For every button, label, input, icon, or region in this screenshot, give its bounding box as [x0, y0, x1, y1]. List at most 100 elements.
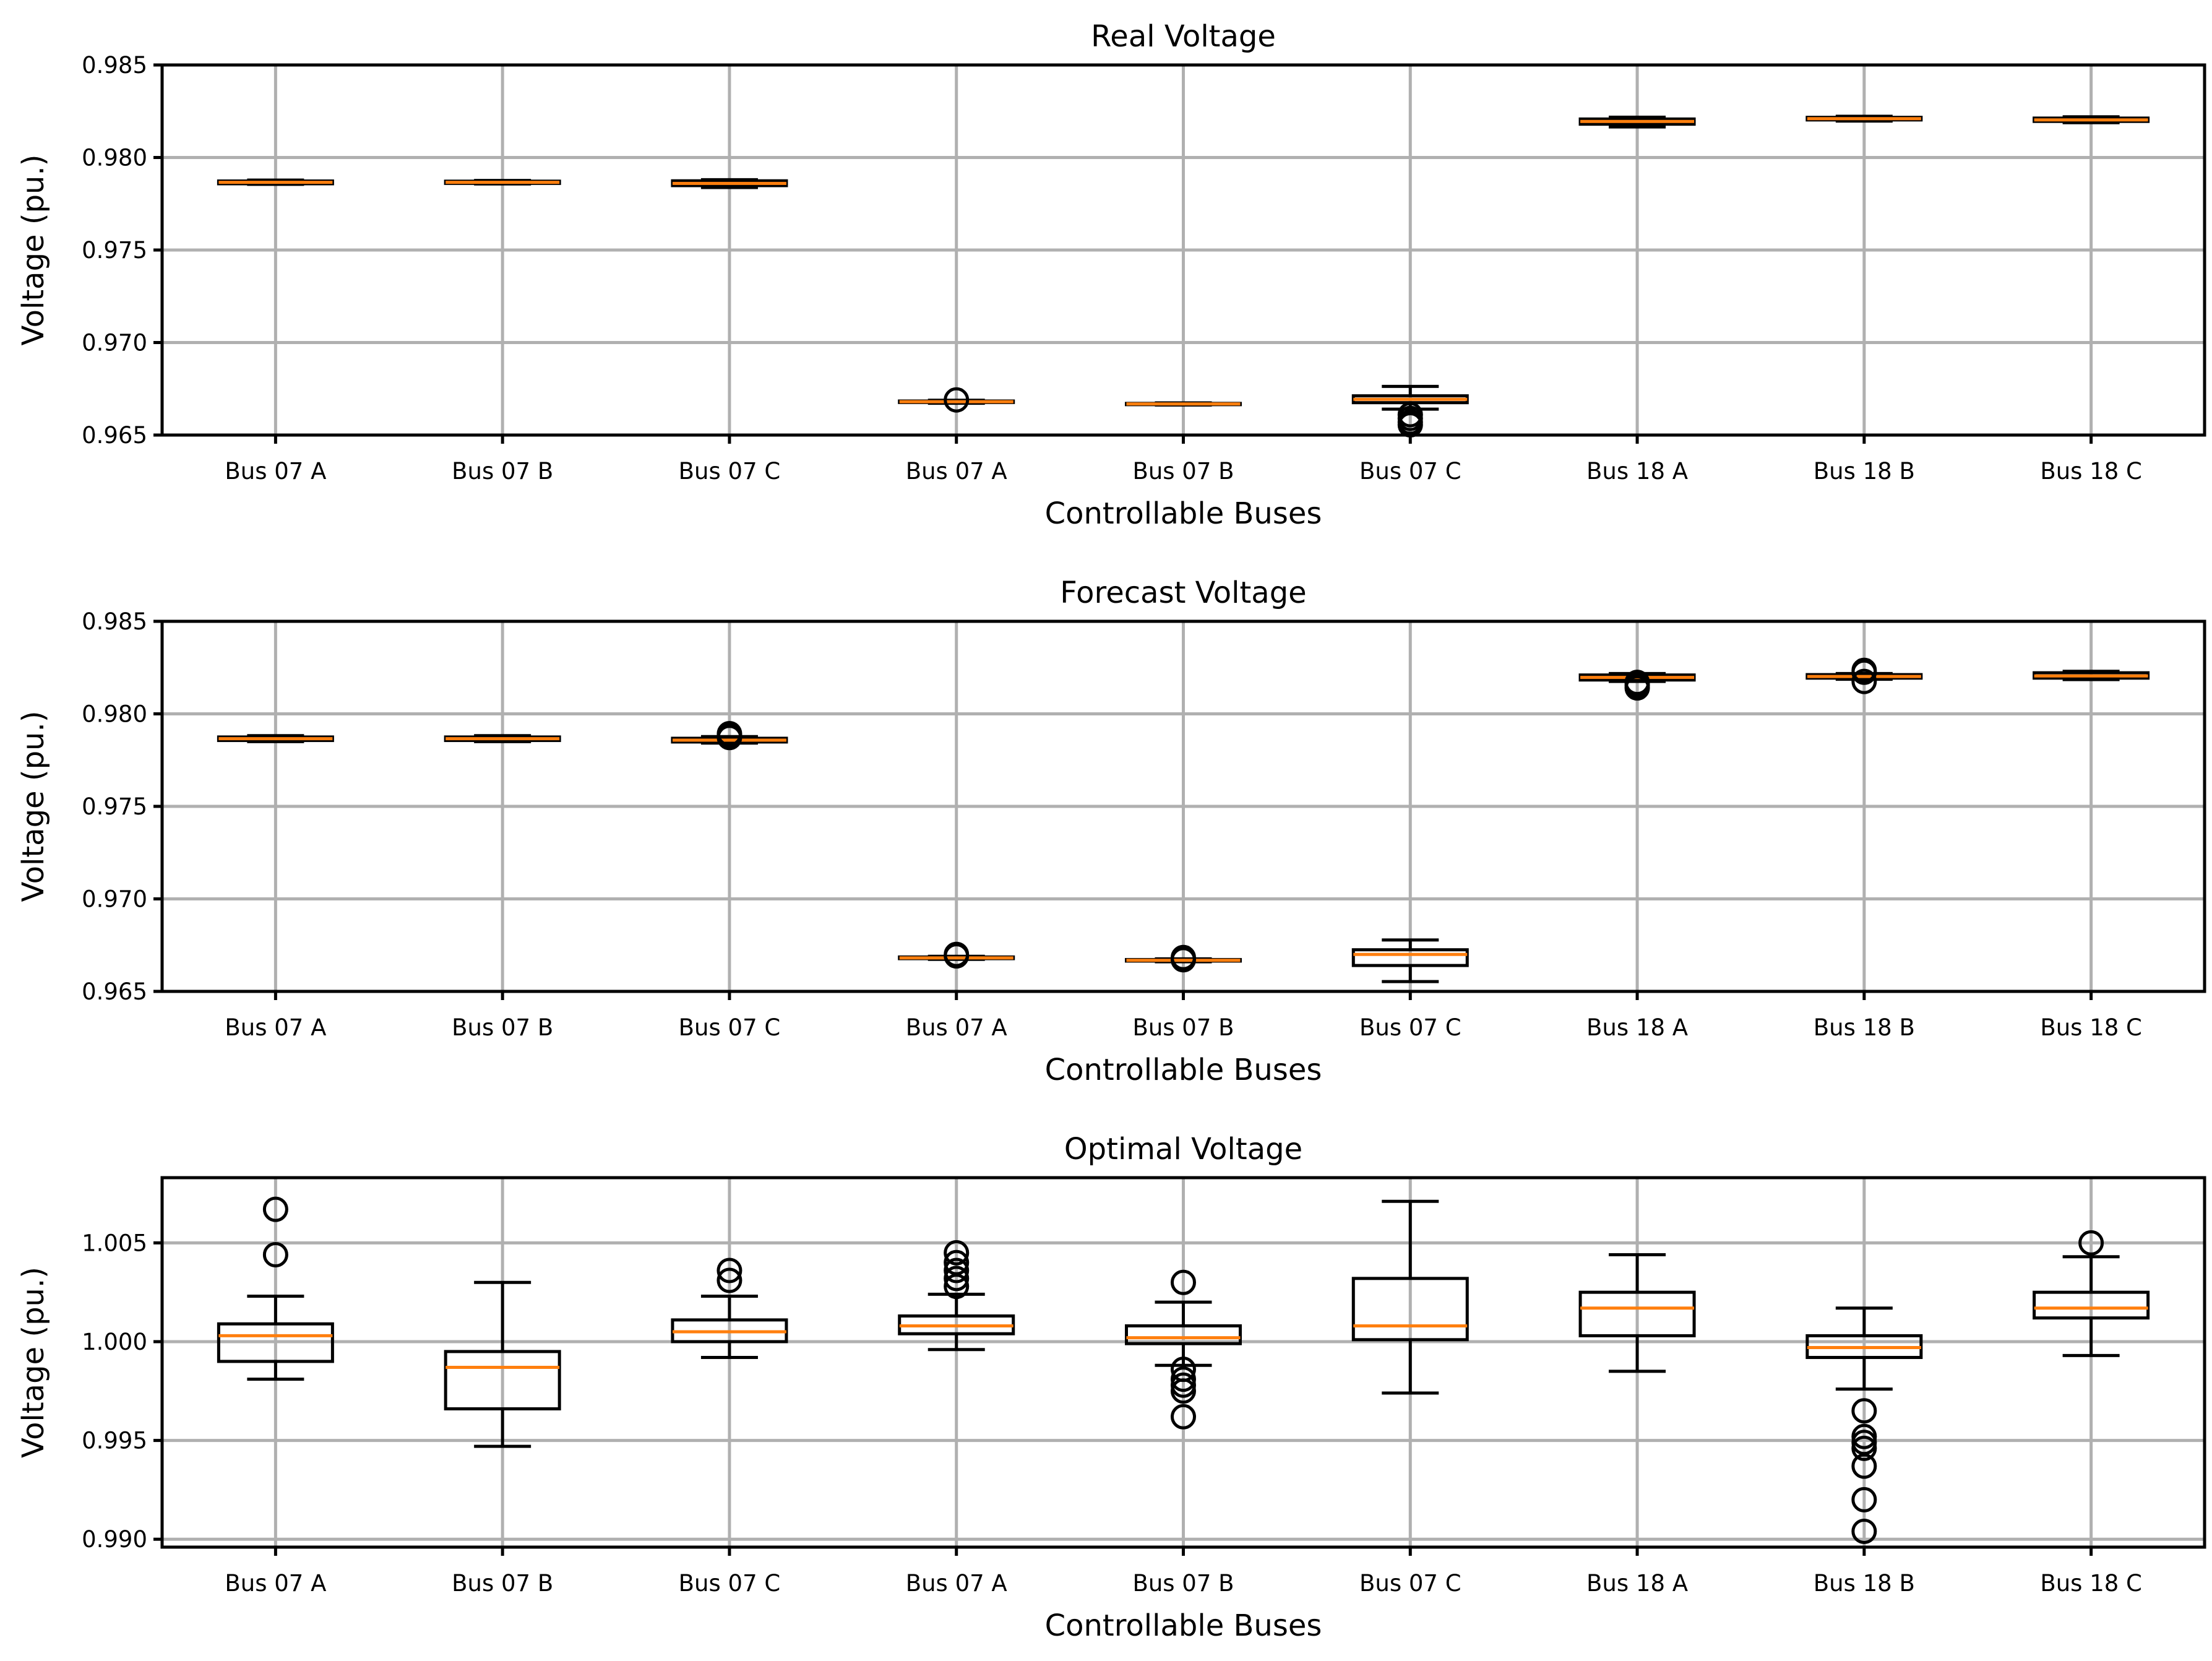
box-5: [1125, 1269, 1242, 1430]
outlier-point: [944, 1258, 970, 1284]
outlier-point: [717, 1267, 742, 1293]
box-3: [671, 178, 788, 189]
box-1: [217, 1196, 334, 1381]
plot-frame: [160, 619, 2206, 993]
x-tick-label: Bus 18 B: [1814, 1014, 1915, 1041]
outlier-point: [944, 1240, 970, 1266]
outlier-point: [944, 387, 970, 413]
chart-panel-2: Forecast Voltage 0.965 0.970 0.975 0.980 0.98…: [16, 576, 2206, 1087]
x-tick-label: Bus 18 C: [2040, 1014, 2142, 1041]
box-2: [444, 734, 561, 743]
outlier-point: [1171, 1269, 1196, 1295]
x-tick-label: Bus 18 C: [2040, 1570, 2142, 1597]
plot-frame: [160, 63, 2206, 437]
outlier-point: [262, 1242, 288, 1268]
outlier-point: [1851, 1486, 1877, 1512]
box-4: [898, 1240, 1015, 1352]
x-tick-label: Bus 07 B: [452, 1570, 553, 1597]
x-tick-label: Bus 07 C: [1359, 458, 1461, 485]
y-tick-label: 0.965: [82, 422, 147, 449]
x-tick-label: Bus 07 A: [225, 1014, 326, 1041]
x-tick-label: Bus 07 C: [679, 1014, 781, 1041]
x-tick-label: Bus 07 A: [225, 458, 326, 485]
x-axis-label: Controllable Buses: [1045, 1608, 1322, 1643]
outlier-point: [1171, 1404, 1196, 1430]
box-4: [898, 387, 1015, 413]
x-tick-label: Bus 07 B: [452, 458, 553, 485]
box-6: [1351, 1199, 1469, 1395]
y-tick-label: 0.990: [82, 1526, 147, 1553]
box-iqr: [2033, 1290, 2150, 1320]
box-7: [1578, 670, 1696, 701]
box-iqr: [1578, 1290, 1696, 1337]
box-7: [1578, 115, 1696, 129]
x-tick-label: Bus 18 B: [1814, 458, 1915, 485]
outlier-point: [1851, 1398, 1877, 1424]
y-axis-label: Voltage (pu.): [16, 155, 51, 346]
y-tick-label: 1.000: [82, 1329, 147, 1355]
box-1: [217, 178, 334, 186]
box-iqr: [217, 1322, 334, 1363]
box-2: [444, 179, 561, 186]
box-iqr: [1351, 948, 1469, 967]
y-tick-label: 0.980: [82, 145, 147, 171]
x-tick-label: Bus 18 A: [1586, 458, 1688, 485]
y-tick-label: 0.985: [82, 52, 147, 79]
x-tick-label: Bus 07 B: [1132, 458, 1234, 485]
outlier-point: [1624, 675, 1650, 701]
x-tick-label: Bus 07 C: [1359, 1014, 1461, 1041]
outlier-point: [262, 1196, 288, 1222]
x-tick-label: Bus 18 C: [2040, 458, 2142, 485]
y-tick-label: 1.005: [82, 1230, 147, 1256]
plot-frame: [160, 1176, 2206, 1549]
x-tick-label: Bus 07 B: [452, 1014, 553, 1041]
y-tick-label: 0.970: [82, 330, 147, 356]
chart-title: Real Voltage: [1091, 19, 1276, 54]
outlier-point: [717, 1258, 742, 1284]
box-8: [1805, 1306, 1923, 1544]
box-6: [1351, 938, 1469, 983]
box-5: [1125, 401, 1242, 407]
x-axis-label: Controllable Buses: [1045, 1053, 1322, 1087]
y-tick-label: 0.995: [82, 1428, 147, 1454]
outlier-point: [944, 1266, 970, 1292]
box-3: [671, 720, 788, 751]
x-tick-label: Bus 07 C: [1359, 1570, 1461, 1597]
x-tick-label: Bus 07 C: [679, 458, 781, 485]
x-tick-label: Bus 18 A: [1586, 1014, 1688, 1041]
x-tick-label: Bus 07 A: [906, 1014, 1007, 1041]
box-8: [1805, 657, 1923, 694]
x-tick-label: Bus 18 A: [1586, 1570, 1688, 1597]
outlier-point: [1851, 657, 1877, 683]
x-tick-label: Bus 07 A: [906, 1570, 1007, 1597]
outlier-point: [1171, 947, 1196, 973]
y-tick-label: 0.965: [82, 978, 147, 1005]
x-tick-label: Bus 07 A: [225, 1570, 326, 1597]
chart-title: Optimal Voltage: [1064, 1132, 1302, 1167]
box-iqr: [1125, 1324, 1242, 1345]
y-tick-label: 0.985: [82, 608, 147, 635]
y-tick-label: 0.975: [82, 237, 147, 264]
outlier-point: [944, 943, 970, 969]
outlier-point: [1851, 1518, 1877, 1544]
chart-panel-1: Real Voltage 0.965 0.970 0.975 0.980 0.985 Bus…: [16, 19, 2206, 531]
outlier-point: [1851, 1435, 1877, 1461]
outlier-point: [944, 1274, 970, 1300]
y-tick-label: 0.975: [82, 793, 147, 820]
box-5: [1125, 944, 1242, 973]
y-axis-label: Voltage (pu.): [16, 711, 51, 902]
box-iqr: [1351, 1277, 1469, 1342]
y-tick-label: 0.980: [82, 701, 147, 728]
box-9: [2033, 670, 2150, 681]
outlier-point: [1851, 668, 1877, 694]
chart-panel-3: Optimal Voltage 0.990 0.995 1.000 1.005 Bus 0…: [16, 1132, 2206, 1643]
x-tick-label: Bus 07 A: [906, 458, 1007, 485]
outlier-point: [1851, 1453, 1877, 1479]
box-4: [898, 941, 1015, 969]
box-9: [2033, 1230, 2150, 1357]
box-9: [2033, 115, 2150, 124]
box-7: [1578, 1253, 1696, 1373]
x-tick-label: Bus 07 B: [1132, 1570, 1234, 1597]
y-axis-label: Voltage (pu.): [16, 1267, 51, 1458]
